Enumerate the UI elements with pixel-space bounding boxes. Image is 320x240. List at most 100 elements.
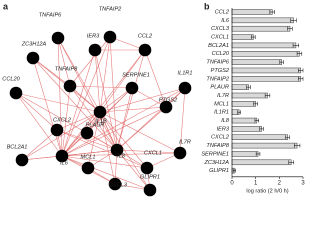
node-label: PTGS2	[159, 97, 178, 103]
error-bar	[253, 101, 258, 106]
error-bar	[290, 18, 297, 23]
network-node	[103, 30, 117, 44]
network-edge	[32, 57, 118, 151]
network-edge	[99, 111, 116, 185]
node-label: IL8	[117, 153, 126, 159]
network-edge	[15, 92, 63, 157]
panel-label: a	[3, 1, 9, 11]
bar	[231, 34, 254, 40]
category-label: TNFAIP2	[206, 76, 229, 82]
x-tick-label: 2	[278, 180, 282, 186]
bar	[231, 134, 288, 140]
bar	[231, 59, 282, 65]
network-node	[138, 43, 152, 57]
category-label: CXCL1	[211, 35, 229, 41]
category-label: IL8	[221, 118, 230, 124]
node-label: TNFAIP2	[99, 6, 122, 12]
network-node	[51, 31, 65, 45]
network-edge	[94, 49, 118, 151]
network-node	[173, 146, 187, 160]
network-edge	[131, 87, 167, 108]
category-label: IL7R	[217, 93, 229, 99]
node-label: IL6	[60, 160, 69, 166]
network-edge	[99, 111, 151, 191]
node-label: PLAUR	[86, 122, 105, 128]
network-edge	[57, 37, 118, 151]
network-node	[55, 149, 69, 163]
category-label: CXCL2	[211, 135, 230, 141]
error-bar	[288, 160, 294, 165]
node-label: SERPINE1	[122, 72, 150, 78]
network-edge	[144, 49, 167, 108]
network-edge	[57, 37, 63, 157]
node-label: TNFAIP6	[39, 12, 62, 18]
error-bar	[251, 35, 256, 40]
category-label: ZC3H12A	[203, 160, 229, 166]
node-label: MCL1	[81, 154, 96, 160]
bar	[231, 101, 256, 107]
error-bar	[293, 143, 301, 148]
bar	[231, 25, 291, 32]
network-edge	[15, 92, 101, 113]
network-edge	[116, 87, 133, 151]
category-label: CCL20	[212, 51, 230, 57]
network-nodes: TNFAIP2 TNFAIP6 ZC3H12A IER3 CCL2 CCL20 TNFAIP…	[2, 6, 192, 197]
error-bar	[287, 26, 293, 31]
node-label: CXCL3	[109, 182, 128, 188]
network-edge	[99, 111, 181, 154]
network-node	[125, 81, 139, 95]
network-edge	[116, 49, 146, 151]
network-edge	[69, 85, 118, 151]
network-edge	[15, 92, 58, 131]
bar	[231, 159, 292, 166]
network-edge	[57, 37, 71, 87]
network-edge	[61, 49, 146, 157]
category-label: IL1R1	[214, 110, 229, 116]
network-edge	[56, 111, 101, 131]
network-edge	[21, 129, 58, 161]
network-edge	[94, 49, 101, 113]
network-node	[15, 153, 29, 167]
bar	[231, 67, 301, 74]
node-label: GLIPR1	[140, 174, 160, 180]
bar	[231, 151, 259, 157]
category-label: BCL2A1	[208, 43, 229, 49]
network-node	[93, 105, 107, 119]
network-edge	[116, 149, 151, 191]
category-label: SERPINE1	[201, 151, 229, 157]
network-node	[80, 126, 94, 140]
bar	[231, 117, 258, 124]
network-edge	[116, 106, 167, 151]
error-bar	[292, 43, 299, 48]
network-node	[9, 86, 23, 100]
category-label: CXCL3	[211, 26, 230, 32]
error-bar	[237, 110, 241, 115]
bar	[231, 17, 294, 24]
network-node	[140, 161, 154, 175]
error-bar	[246, 85, 251, 90]
network-edge	[179, 87, 186, 154]
node-label: TNFAIP8	[55, 66, 78, 72]
category-label: PLAUR	[210, 85, 229, 91]
network-edge	[61, 49, 96, 157]
node-label: CXCL1	[144, 150, 162, 156]
network-edge	[21, 111, 101, 161]
x-tick-label: 0	[230, 180, 234, 186]
error-bar	[254, 118, 259, 123]
category-label: CCL2	[215, 9, 230, 15]
bar	[231, 126, 262, 132]
category-label: TNFAIP6	[206, 60, 229, 66]
network-edge	[99, 111, 118, 151]
network-edge	[99, 87, 133, 113]
bar	[231, 42, 297, 49]
x-axis-label: log ratio (2 h/0 h)	[246, 188, 288, 194]
bar	[231, 9, 273, 15]
network-edge	[99, 36, 111, 113]
category-label: TNFAIP8	[206, 143, 229, 149]
x-tick-label: 1	[254, 180, 258, 186]
network-node	[110, 143, 124, 157]
category-label: MCL1	[214, 101, 229, 107]
error-bar	[285, 135, 290, 140]
error-bar	[232, 168, 236, 173]
